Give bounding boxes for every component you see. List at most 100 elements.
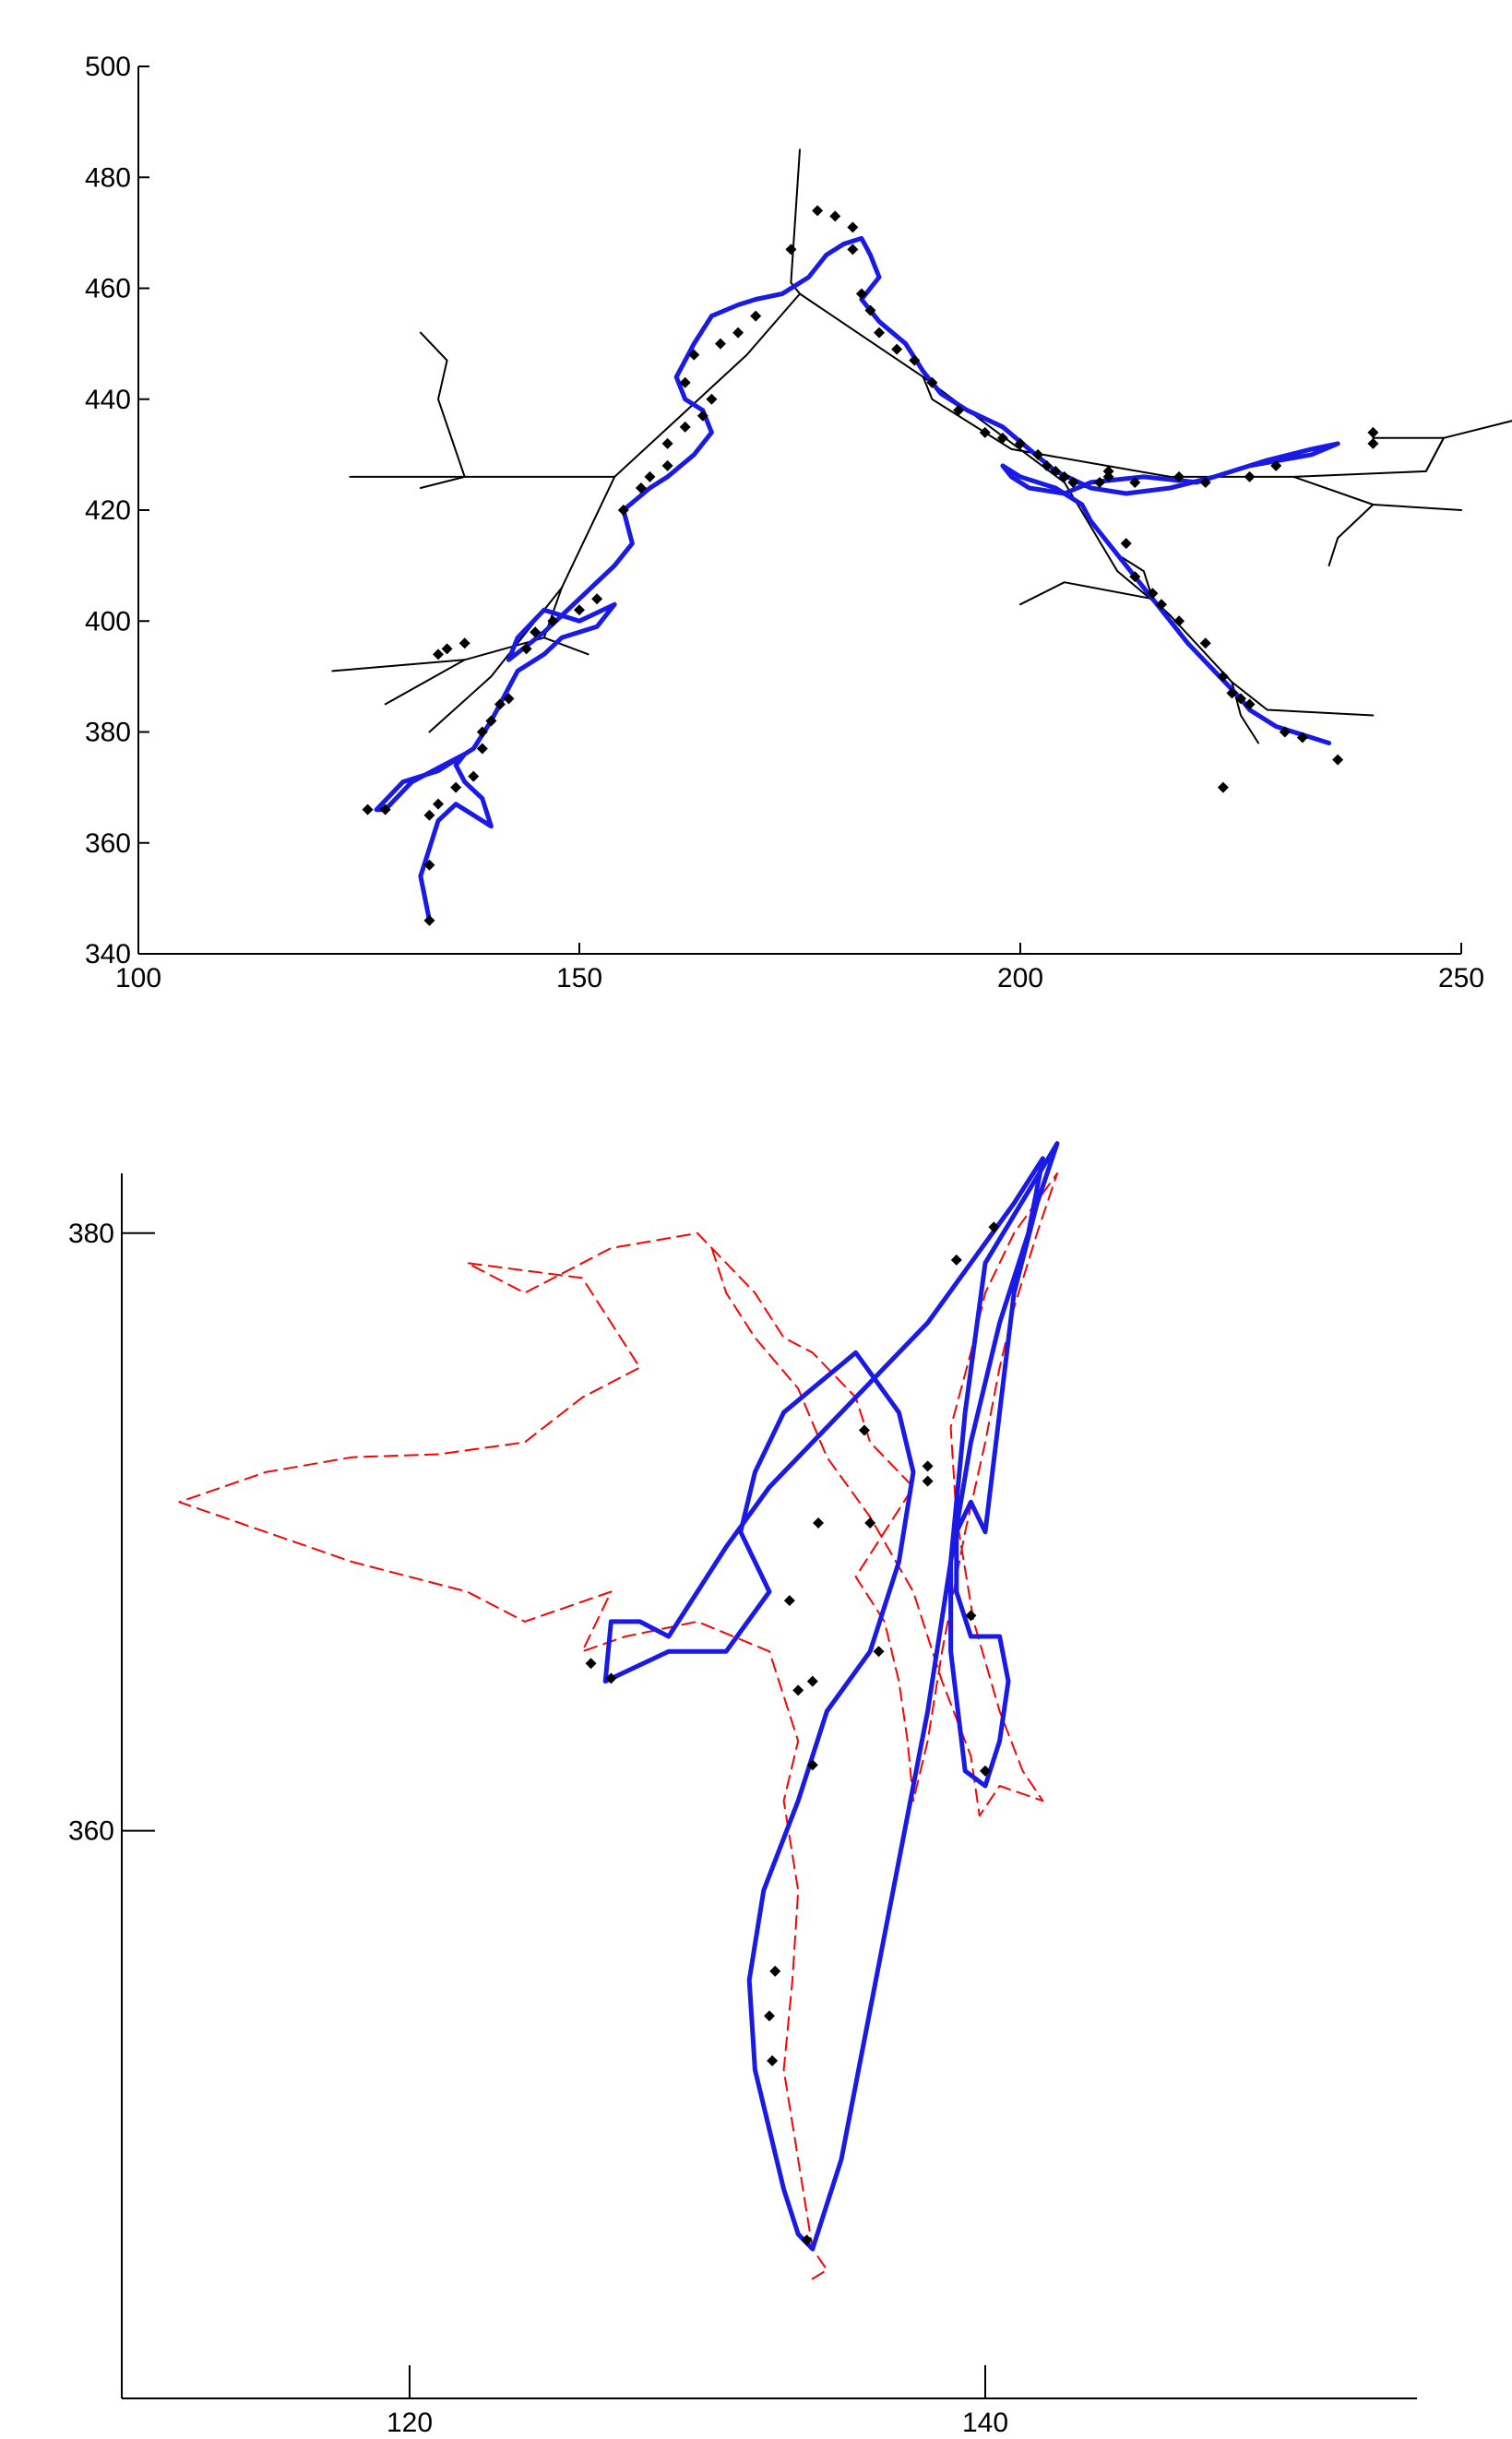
data-point: [503, 693, 515, 705]
data-point: [520, 643, 532, 655]
y-tick-label: 380: [68, 1219, 114, 1249]
data-point: [1102, 470, 1114, 482]
y-tick-label: 460: [85, 274, 131, 304]
data-point: [1367, 437, 1379, 449]
network-line: [1231, 681, 1375, 717]
data-point: [806, 1759, 818, 1771]
network-line: [1424, 420, 1512, 472]
data-point: [1147, 588, 1159, 600]
data-point: [476, 743, 488, 755]
data-point: [574, 604, 585, 616]
data-point: [679, 421, 691, 433]
network-line: [922, 375, 1119, 573]
data-point: [635, 482, 647, 494]
network-line: [1327, 504, 1375, 567]
data-point: [1067, 476, 1079, 488]
data-point: [965, 1610, 977, 1622]
data-point: [864, 1517, 876, 1529]
data-point: [1173, 615, 1185, 627]
data-point: [996, 432, 1008, 444]
network-line: [1116, 553, 1154, 601]
black-points: [585, 1221, 1000, 2246]
data-point: [688, 349, 700, 361]
data-point: [1332, 754, 1344, 766]
data-point: [1217, 671, 1229, 683]
data-point: [1244, 698, 1256, 710]
data-point: [769, 1965, 781, 1977]
data-point: [433, 798, 445, 810]
track-line: [374, 235, 1340, 923]
data-point: [661, 459, 673, 471]
data-point: [922, 1475, 934, 1487]
data-point: [979, 426, 991, 438]
data-point: [1244, 470, 1256, 482]
data-point: [926, 376, 938, 388]
data-point: [1032, 448, 1044, 460]
data-point: [785, 244, 797, 256]
data-point: [1102, 465, 1114, 477]
data-point: [812, 205, 824, 217]
network-line: [542, 637, 589, 656]
data-point: [1120, 538, 1132, 550]
data-point: [476, 726, 488, 738]
blue-track: [374, 235, 1340, 923]
data-point: [1129, 571, 1141, 583]
y-tick-label: 420: [85, 495, 131, 526]
x-ticks: 100 150 200 250: [115, 943, 1484, 993]
data-point: [1279, 726, 1291, 738]
network-line: [1292, 475, 1462, 511]
data-point: [864, 304, 876, 316]
data-point: [813, 1517, 825, 1529]
data-point: [1226, 687, 1238, 699]
x-ticks: 120 140: [387, 2365, 1008, 2438]
y-tick-label: 360: [85, 828, 131, 859]
network-line: [419, 331, 466, 478]
data-point: [922, 1460, 934, 1472]
data-point: [767, 2054, 779, 2066]
data-point: [433, 648, 445, 660]
x-tick-label: 250: [1438, 963, 1484, 993]
data-point: [891, 343, 903, 355]
x-tick-label: 100: [115, 963, 161, 993]
data-point: [1155, 599, 1167, 611]
data-point: [1270, 459, 1282, 471]
data-point: [847, 221, 859, 233]
data-point: [764, 2010, 775, 2022]
data-point: [1235, 693, 1246, 705]
data-point: [450, 781, 462, 793]
x-tick-label: 140: [962, 2408, 1008, 2438]
x-tick-label: 120: [387, 2408, 433, 2438]
y-tick-label: 380: [85, 718, 131, 748]
data-point: [1015, 437, 1026, 449]
data-point: [783, 1595, 795, 1607]
y-tick-label: 360: [68, 1816, 114, 1847]
data-point: [950, 1254, 962, 1266]
track-line: [602, 1141, 1060, 2252]
y-tick-label: 400: [85, 606, 131, 637]
network-line: [428, 292, 801, 733]
data-point: [953, 404, 965, 416]
data-point: [1173, 470, 1185, 482]
data-point: [423, 809, 435, 821]
data-point: [980, 1765, 991, 1777]
blue-track: [602, 1141, 1060, 2252]
data-point: [458, 637, 470, 649]
data-point: [1367, 426, 1379, 438]
y-ticks: 360 380: [68, 1219, 155, 1847]
data-point: [441, 643, 453, 655]
data-point: [858, 1424, 870, 1436]
data-point: [1199, 637, 1211, 649]
data-point: [585, 1658, 597, 1670]
data-point: [1094, 476, 1106, 488]
data-point: [855, 288, 867, 300]
data-point: [909, 354, 921, 366]
data-point: [873, 1646, 885, 1658]
data-point: [617, 505, 629, 516]
data-point: [801, 2234, 813, 2246]
data-point: [1199, 476, 1211, 488]
y-ticks: 340 360 380 400 420 440 460 480 500: [85, 52, 149, 970]
data-point: [591, 593, 603, 605]
network-line: [419, 475, 466, 489]
x-tick-label: 150: [556, 963, 602, 993]
